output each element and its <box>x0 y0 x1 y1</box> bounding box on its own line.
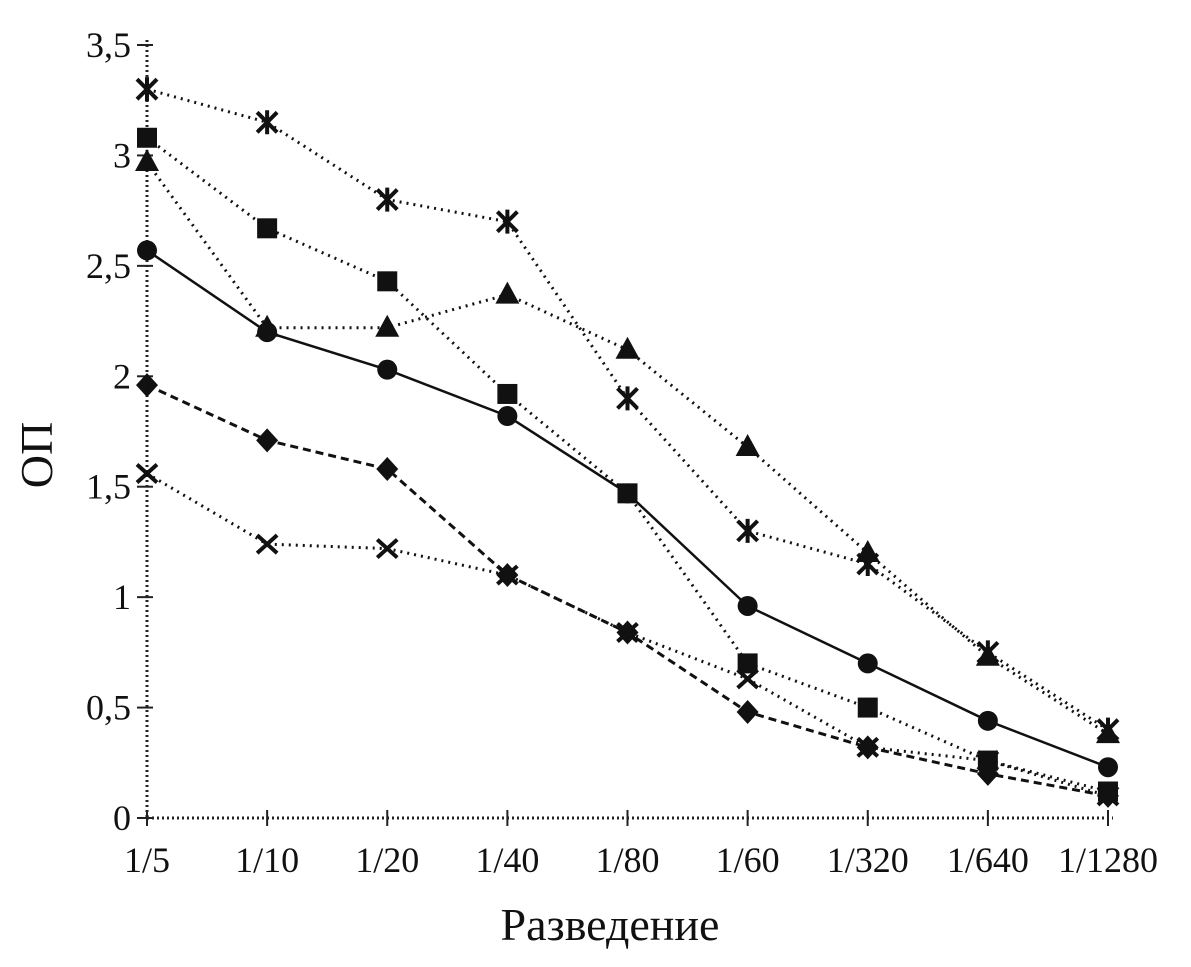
x-axis-title: Разведение <box>501 899 720 950</box>
data-point-circle <box>1098 757 1118 777</box>
y-tick-label: 3,5 <box>86 25 131 65</box>
y-tick-label: 1,5 <box>86 467 131 507</box>
data-point-circle <box>377 360 397 380</box>
data-point-x <box>257 535 277 553</box>
data-point-square <box>137 128 157 148</box>
y-tick-label: 3 <box>113 135 131 175</box>
data-point-triangle <box>856 540 880 562</box>
series-line <box>147 162 1108 734</box>
data-point-diamond <box>256 428 278 452</box>
x-tick-label: 1/5 <box>124 840 170 880</box>
data-point-triangle <box>135 149 159 171</box>
series-line <box>147 138 1108 792</box>
series-line <box>147 250 1108 767</box>
series-triangle <box>135 149 1120 743</box>
data-point-square <box>257 218 277 238</box>
y-tick-label: 0,5 <box>86 688 131 728</box>
data-point-triangle <box>495 282 519 304</box>
data-point-triangle <box>1096 721 1120 743</box>
data-point-circle <box>618 483 638 503</box>
data-point-triangle <box>616 337 640 359</box>
data-point-circle <box>497 406 517 426</box>
data-point-square <box>377 271 397 291</box>
x-tick-label: 1/10 <box>235 840 299 880</box>
y-tick-label: 1 <box>113 577 131 617</box>
x-tick-label: 1/20 <box>355 840 419 880</box>
data-point-square <box>497 384 517 404</box>
x-tick-label: 1/640 <box>947 840 1029 880</box>
data-point-circle <box>738 596 758 616</box>
data-point-square <box>858 698 878 718</box>
series-diamond <box>136 373 1119 808</box>
x-tick-label: 1/320 <box>827 840 909 880</box>
data-point-asterisk <box>257 110 277 134</box>
data-point-circle <box>257 322 277 342</box>
data-point-triangle <box>976 644 1000 666</box>
data-point-asterisk <box>137 77 157 101</box>
data-point-circle <box>858 653 878 673</box>
x-tick-label: 1/40 <box>475 840 539 880</box>
series-group <box>135 77 1120 808</box>
data-point-x <box>137 464 157 482</box>
data-point-triangle <box>375 315 399 337</box>
x-tick-label: 1/1280 <box>1058 840 1158 880</box>
data-point-triangle <box>736 434 760 456</box>
data-point-circle <box>137 240 157 260</box>
y-tick-label: 2,5 <box>86 246 131 286</box>
series-line <box>147 385 1108 796</box>
data-point-asterisk <box>738 519 758 543</box>
data-point-asterisk <box>618 386 638 410</box>
x-tick-label: 1/60 <box>716 840 780 880</box>
series-square <box>137 128 1118 802</box>
y-tick-label: 0 <box>113 798 131 838</box>
data-point-asterisk <box>497 210 517 234</box>
line-chart: 0 0,5 1 1,5 2 2,5 3 3,5 1/5 1/10 1/20 1/40 1/80 1/60 1… <box>0 0 1191 967</box>
y-axis-title: ОП <box>11 422 62 488</box>
data-point-circle <box>978 711 998 731</box>
y-tick-label: 2 <box>113 356 131 396</box>
x-tick-label: 1/80 <box>595 840 659 880</box>
series-circle <box>137 240 1118 777</box>
data-point-diamond <box>737 700 759 724</box>
